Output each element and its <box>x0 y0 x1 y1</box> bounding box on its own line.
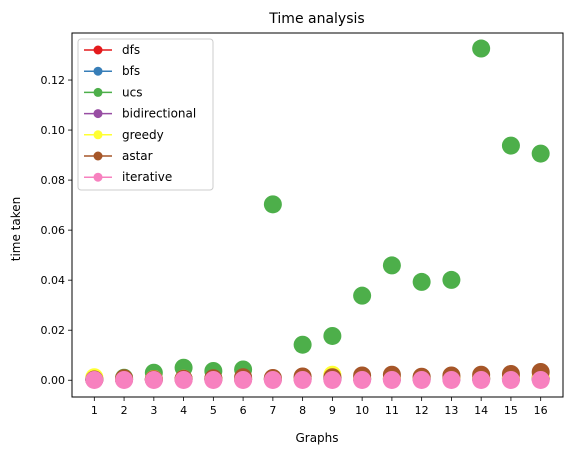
legend-marker-astar <box>93 151 103 161</box>
y-tick-label: 0.04 <box>41 274 66 287</box>
legend-label-dfs: dfs <box>122 43 140 57</box>
data-point-iterative <box>531 370 550 389</box>
y-tick-label: 0.02 <box>41 324 66 337</box>
legend-label-iterative: iterative <box>122 170 172 184</box>
data-point-ucs <box>412 272 431 291</box>
data-point-iterative <box>85 370 104 389</box>
y-tick-label: 0.08 <box>41 174 66 187</box>
x-tick-label: 5 <box>210 404 217 417</box>
legend-marker-bidirectional <box>93 109 103 119</box>
y-tick-label: 0.12 <box>41 74 66 87</box>
x-tick-label: 10 <box>355 404 369 417</box>
x-tick-label: 1 <box>91 404 98 417</box>
x-axis-ticks: 1 2 3 4 5 6 7 8 9 10 11 12 13 14 15 16 <box>91 397 548 417</box>
data-point-ucs <box>323 326 342 345</box>
legend-marker-greedy <box>93 130 103 140</box>
x-tick-label: 12 <box>415 404 429 417</box>
data-point-ucs <box>501 136 520 155</box>
x-tick-label: 6 <box>240 404 247 417</box>
data-point-iterative <box>174 370 193 389</box>
data-point-iterative <box>442 370 461 389</box>
data-point-ucs <box>442 270 461 289</box>
legend-label-astar: astar <box>122 149 153 163</box>
x-tick-label: 16 <box>534 404 548 417</box>
x-axis-label: Graphs <box>295 431 338 445</box>
legend-label-greedy: greedy <box>122 128 164 142</box>
legend-label-ucs: ucs <box>122 85 142 99</box>
y-tick-label: 0.06 <box>41 224 66 237</box>
x-tick-label: 4 <box>180 404 187 417</box>
x-tick-label: 2 <box>121 404 128 417</box>
data-point-iterative <box>204 370 223 389</box>
data-point-iterative <box>263 370 282 389</box>
data-point-iterative <box>412 370 431 389</box>
x-tick-label: 11 <box>385 404 399 417</box>
data-point-ucs <box>263 195 282 214</box>
data-point-iterative <box>382 370 401 389</box>
y-axis-label: time taken <box>9 197 23 262</box>
legend-marker-iterative <box>93 172 103 182</box>
data-point-iterative <box>293 370 312 389</box>
data-point-iterative <box>234 370 253 389</box>
data-point-ucs <box>531 144 550 163</box>
data-point-iterative <box>144 370 163 389</box>
legend-label-bfs: bfs <box>122 64 140 78</box>
legend-label-bidirectional: bidirectional <box>122 107 196 121</box>
data-points <box>85 39 550 389</box>
y-axis-ticks: 0.00 0.02 0.04 0.06 0.08 0.10 0.12 <box>41 74 72 387</box>
x-tick-label: 8 <box>299 404 306 417</box>
plot-area-frame <box>71 32 564 398</box>
x-tick-label: 7 <box>269 404 276 417</box>
x-tick-label: 9 <box>329 404 336 417</box>
data-point-iterative <box>323 370 342 389</box>
legend-marker-bfs <box>93 66 103 76</box>
legend-marker-ucs <box>93 87 103 97</box>
x-tick-label: 14 <box>474 404 488 417</box>
x-tick-label: 13 <box>444 404 458 417</box>
x-tick-label: 15 <box>504 404 518 417</box>
y-tick-label: 0.10 <box>41 124 66 137</box>
x-tick-label: 3 <box>150 404 157 417</box>
chart-title: Time analysis <box>268 11 364 27</box>
data-point-iterative <box>353 370 372 389</box>
data-point-ucs <box>353 286 372 305</box>
legend: dfs bfs ucs bidirectional greedy astar iterati… <box>77 38 214 191</box>
data-point-iterative <box>472 370 491 389</box>
data-point-ucs <box>293 335 312 354</box>
data-point-ucs <box>382 256 401 275</box>
data-point-ucs <box>472 39 491 58</box>
y-tick-label: 0.00 <box>41 374 66 387</box>
data-point-iterative <box>501 370 520 389</box>
data-point-iterative <box>115 370 134 389</box>
legend-marker-dfs <box>93 45 103 55</box>
legend-box <box>77 38 214 191</box>
